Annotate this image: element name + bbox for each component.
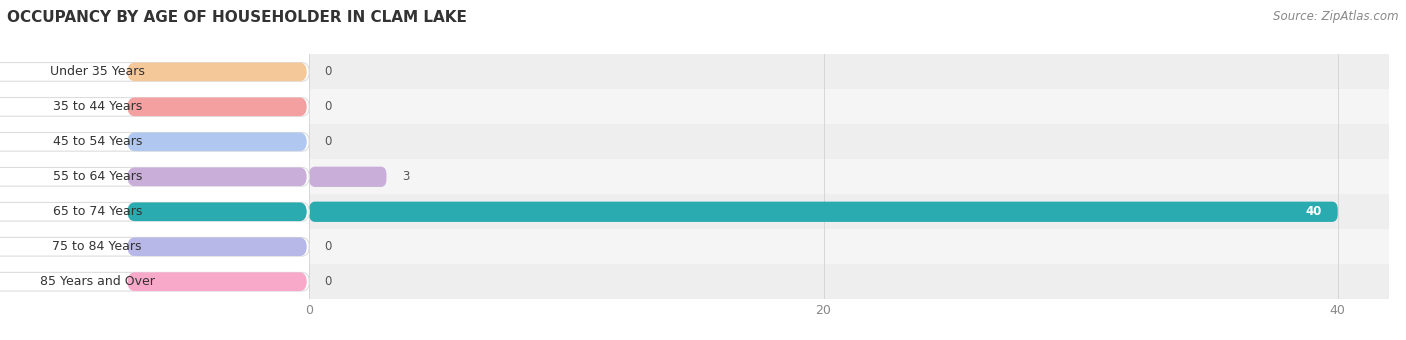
FancyBboxPatch shape <box>0 272 309 291</box>
Text: 75 to 84 Years: 75 to 84 Years <box>52 240 142 253</box>
FancyBboxPatch shape <box>0 237 309 256</box>
FancyBboxPatch shape <box>128 237 307 256</box>
FancyBboxPatch shape <box>128 133 307 151</box>
Text: 45 to 54 Years: 45 to 54 Years <box>52 135 142 148</box>
FancyBboxPatch shape <box>128 98 307 116</box>
FancyBboxPatch shape <box>0 63 309 81</box>
Bar <box>309 89 1389 124</box>
FancyBboxPatch shape <box>0 98 309 116</box>
FancyBboxPatch shape <box>128 272 307 291</box>
Text: 85 Years and Over: 85 Years and Over <box>39 275 155 288</box>
Text: 35 to 44 Years: 35 to 44 Years <box>52 100 142 113</box>
Bar <box>309 229 1389 264</box>
FancyBboxPatch shape <box>128 63 307 81</box>
Text: 0: 0 <box>325 135 332 148</box>
Bar <box>309 264 1389 299</box>
Text: 0: 0 <box>325 240 332 253</box>
Text: Source: ZipAtlas.com: Source: ZipAtlas.com <box>1274 10 1399 23</box>
Text: OCCUPANCY BY AGE OF HOUSEHOLDER IN CLAM LAKE: OCCUPANCY BY AGE OF HOUSEHOLDER IN CLAM … <box>7 10 467 25</box>
FancyBboxPatch shape <box>309 167 387 187</box>
FancyBboxPatch shape <box>0 202 309 221</box>
Bar <box>309 54 1389 89</box>
Bar <box>309 159 1389 194</box>
Text: 65 to 74 Years: 65 to 74 Years <box>52 205 142 218</box>
FancyBboxPatch shape <box>128 168 307 186</box>
Text: 55 to 64 Years: 55 to 64 Years <box>52 170 142 183</box>
Bar <box>309 124 1389 159</box>
Text: 0: 0 <box>325 100 332 113</box>
Text: 0: 0 <box>325 275 332 288</box>
Bar <box>309 194 1389 229</box>
FancyBboxPatch shape <box>0 168 309 186</box>
FancyBboxPatch shape <box>0 133 309 151</box>
Text: 40: 40 <box>1306 205 1322 218</box>
Text: Under 35 Years: Under 35 Years <box>49 65 145 79</box>
FancyBboxPatch shape <box>128 202 307 221</box>
Text: 0: 0 <box>325 65 332 79</box>
FancyBboxPatch shape <box>309 202 1337 222</box>
Text: 3: 3 <box>402 170 409 183</box>
